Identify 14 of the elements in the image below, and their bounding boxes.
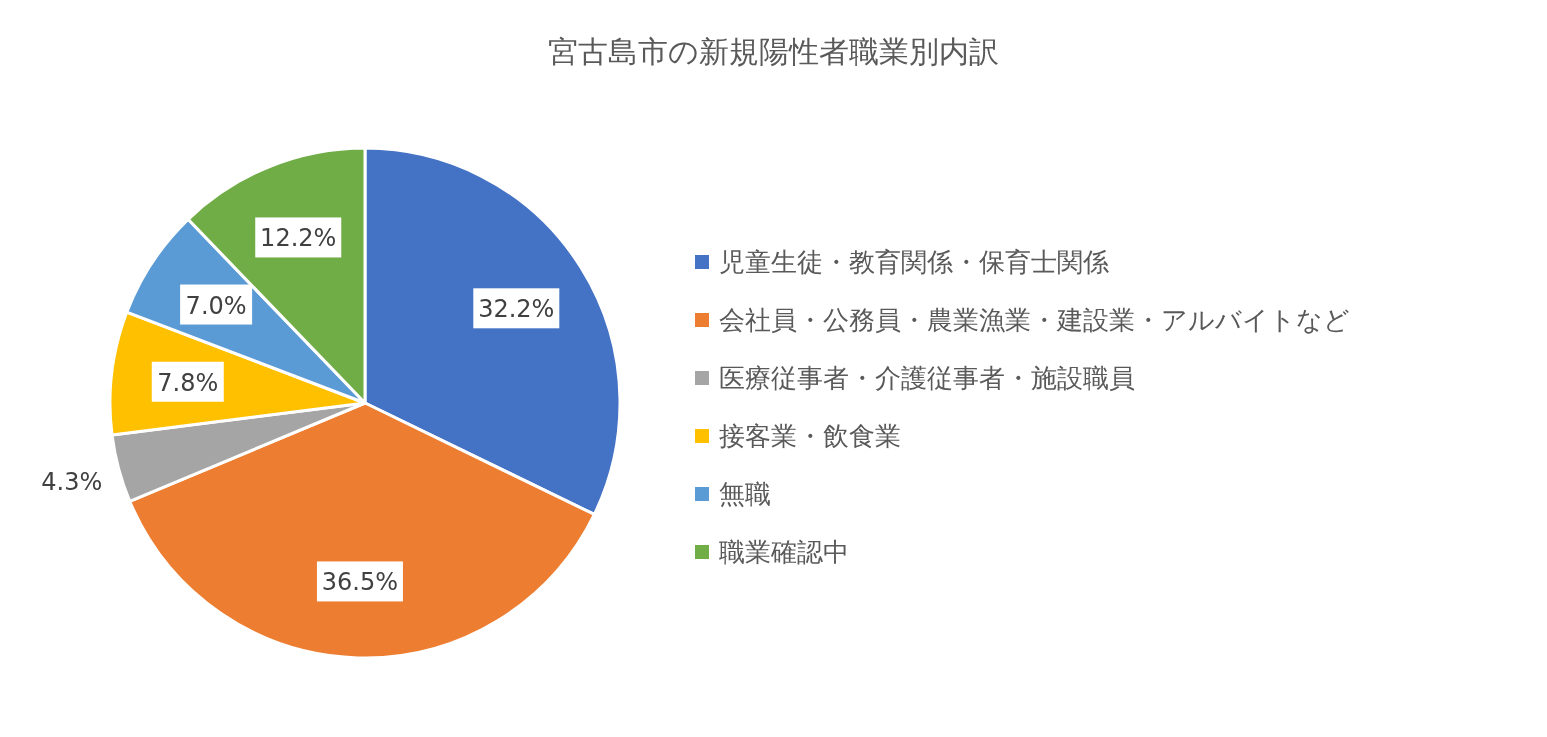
legend-label: 接客業・飲食業 bbox=[719, 421, 901, 451]
data-label: 7.0% bbox=[185, 291, 247, 320]
legend-label: 医療従事者・介護従事者・施設職員 bbox=[719, 363, 1135, 393]
legend-label: 無職 bbox=[719, 479, 771, 509]
data-label: 7.8% bbox=[157, 368, 219, 397]
chart-title: 宮古島市の新規陽性者職業別内訳 bbox=[547, 34, 999, 69]
data-label: 36.5% bbox=[321, 568, 399, 597]
legend-label: 職業確認中 bbox=[719, 537, 849, 567]
data-label: 4.3% bbox=[41, 468, 103, 497]
data-label: 12.2% bbox=[260, 224, 337, 253]
legend-label: 児童生徒・教育関係・保育士関係 bbox=[719, 247, 1109, 277]
data-label: 32.2% bbox=[478, 295, 555, 324]
pie-slice bbox=[128, 401, 596, 660]
legend-label: 会社員・公務員・農業漁業・建設業・アルバイトなど bbox=[719, 305, 1350, 335]
